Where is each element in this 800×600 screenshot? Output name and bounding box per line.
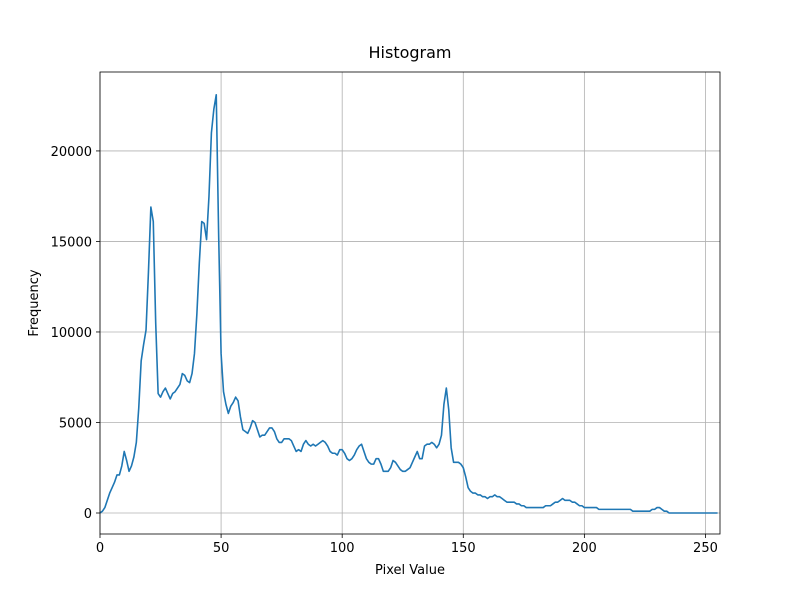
x-tick-label: 250 bbox=[693, 541, 718, 556]
chart-title: Histogram bbox=[369, 43, 452, 62]
y-tick-label: 5000 bbox=[59, 416, 92, 431]
x-tick-label: 0 bbox=[96, 541, 104, 556]
y-tick-label: 15000 bbox=[51, 235, 92, 250]
x-tick-label: 150 bbox=[451, 541, 476, 556]
y-axis-label: Frequency bbox=[27, 269, 42, 336]
y-tick-label: 20000 bbox=[51, 145, 92, 160]
y-tick-label: 0 bbox=[84, 507, 92, 522]
data-line bbox=[99, 94, 718, 514]
x-tick-label: 50 bbox=[213, 541, 230, 556]
x-tick-label: 200 bbox=[572, 541, 597, 556]
y-tick-label: 10000 bbox=[51, 326, 92, 341]
plot-frame bbox=[99, 71, 721, 535]
x-axis-label: Pixel Value bbox=[375, 563, 445, 578]
x-tick-label: 100 bbox=[330, 541, 355, 556]
